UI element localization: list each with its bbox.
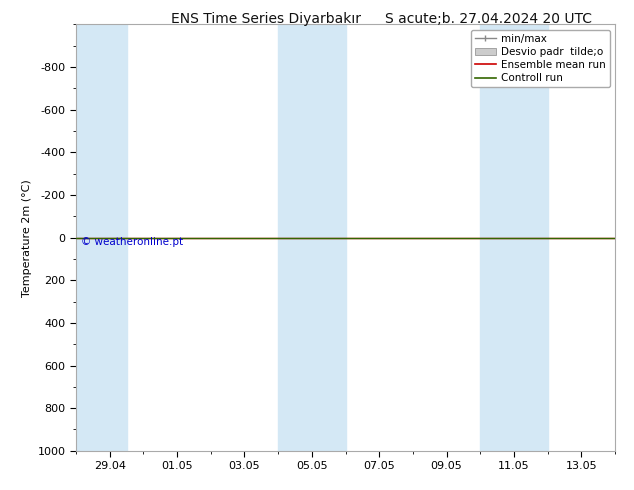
Legend: min/max, Desvio padr  tilde;o, Ensemble mean run, Controll run: min/max, Desvio padr tilde;o, Ensemble m…: [470, 30, 610, 87]
Text: ENS Time Series Diyarbakır: ENS Time Series Diyarbakır: [171, 12, 361, 26]
Bar: [76, 24, 127, 451]
Text: © weatheronline.pt: © weatheronline.pt: [81, 237, 184, 247]
Bar: [278, 24, 346, 451]
Y-axis label: Temperature 2m (°C): Temperature 2m (°C): [22, 179, 32, 296]
Text: S acute;b. 27.04.2024 20 UTC: S acute;b. 27.04.2024 20 UTC: [385, 12, 592, 26]
Bar: [480, 24, 548, 451]
